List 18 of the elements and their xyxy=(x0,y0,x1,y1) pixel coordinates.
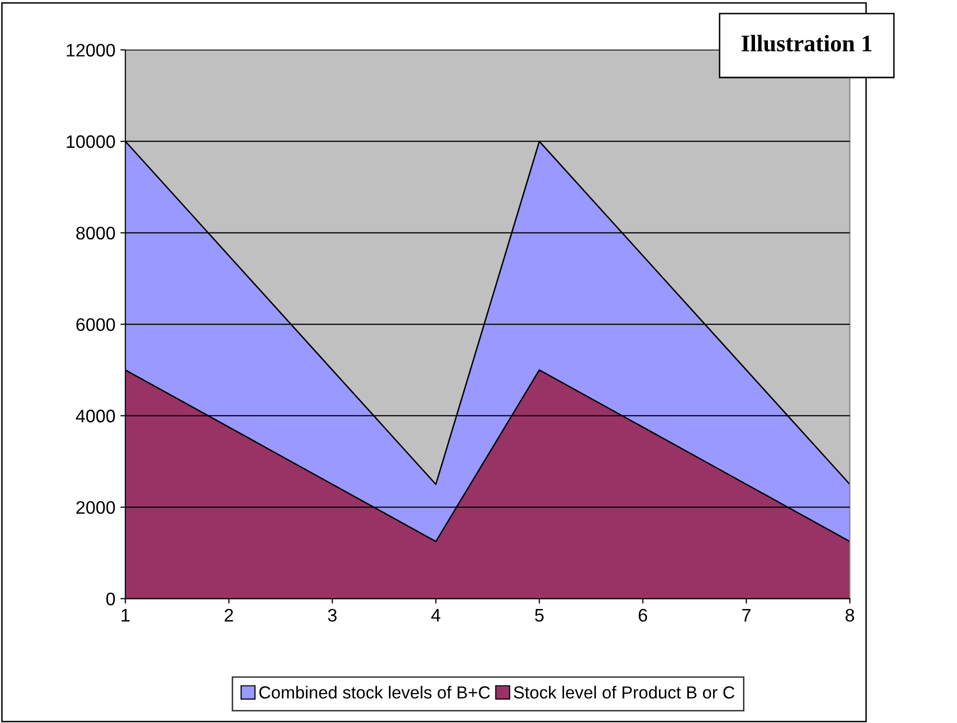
y-tick-label: 12000 xyxy=(66,44,115,57)
annotation: Illustration 1 xyxy=(742,34,872,52)
y-tick-label: 8000 xyxy=(76,226,115,240)
x-tick-label: 5 xyxy=(535,609,544,622)
x-tick-label: 4 xyxy=(431,609,440,622)
y-tick-label: 10000 xyxy=(66,135,115,148)
legend-label: Stock level of Product B or C xyxy=(514,686,734,699)
y-tick-label: 4000 xyxy=(76,410,115,422)
x-tick-label: 7 xyxy=(742,609,750,622)
legend-label: Combined stock levels of B+C xyxy=(259,686,490,699)
y-tick-label: 2000 xyxy=(76,501,115,514)
x-tick-label: 1 xyxy=(122,609,130,622)
x-tick-label: 2 xyxy=(224,608,233,622)
y-tick-label: 0 xyxy=(106,592,115,606)
x-tick-label: 8 xyxy=(846,608,854,622)
x-tick-label: 3 xyxy=(328,608,337,622)
y-tick-label: 6000 xyxy=(76,318,115,331)
x-tick-label: 6 xyxy=(638,608,648,622)
